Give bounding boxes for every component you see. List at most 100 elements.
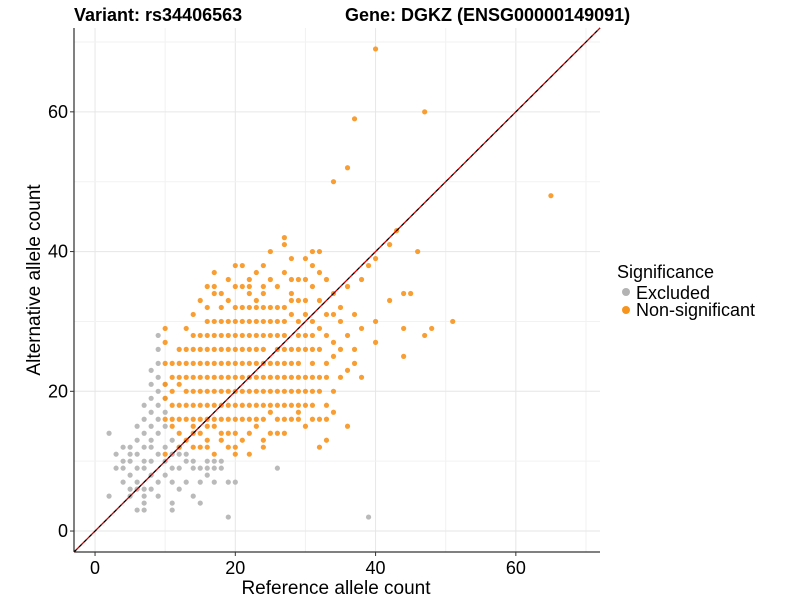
point-non-significant bbox=[260, 318, 266, 325]
point-non-significant bbox=[295, 416, 302, 422]
point-non-significant bbox=[197, 374, 203, 380]
point-excluded bbox=[141, 444, 147, 450]
point-non-significant bbox=[344, 367, 351, 373]
point-non-significant bbox=[295, 318, 302, 325]
point-non-significant bbox=[316, 444, 323, 450]
point-non-significant bbox=[323, 416, 330, 422]
point-excluded bbox=[155, 360, 161, 366]
point-non-significant bbox=[267, 248, 273, 255]
point-excluded bbox=[120, 444, 126, 450]
point-non-significant bbox=[183, 388, 189, 394]
point-non-significant bbox=[323, 360, 330, 366]
x-tick-label: 40 bbox=[366, 558, 386, 578]
point-non-significant bbox=[422, 109, 428, 115]
point-non-significant bbox=[218, 437, 224, 443]
point-non-significant bbox=[422, 332, 428, 339]
point-non-significant bbox=[274, 332, 280, 339]
point-non-significant bbox=[197, 430, 203, 436]
point-non-significant bbox=[176, 381, 182, 387]
point-non-significant bbox=[309, 318, 316, 325]
point-non-significant bbox=[246, 430, 252, 436]
point-non-significant bbox=[365, 262, 372, 269]
point-non-significant bbox=[281, 374, 287, 380]
point-non-significant bbox=[337, 374, 344, 380]
point-non-significant bbox=[211, 360, 217, 366]
point-non-significant bbox=[176, 416, 182, 422]
point-non-significant bbox=[253, 297, 259, 304]
point-excluded bbox=[141, 493, 147, 499]
point-excluded bbox=[155, 388, 161, 394]
point-non-significant bbox=[309, 374, 316, 380]
point-non-significant bbox=[218, 374, 224, 380]
point-non-significant bbox=[288, 402, 295, 408]
point-non-significant bbox=[225, 332, 231, 339]
point-non-significant bbox=[288, 388, 295, 394]
point-excluded bbox=[155, 346, 161, 352]
point-non-significant bbox=[253, 374, 259, 380]
point-non-significant bbox=[267, 318, 273, 325]
point-non-significant bbox=[267, 332, 273, 339]
point-non-significant bbox=[274, 304, 280, 311]
point-non-significant bbox=[232, 318, 238, 325]
point-non-significant bbox=[239, 416, 245, 422]
point-non-significant bbox=[218, 318, 224, 325]
legend-nonsignificant-swatch bbox=[622, 306, 630, 314]
point-non-significant bbox=[260, 283, 266, 290]
point-non-significant bbox=[225, 416, 231, 422]
point-non-significant bbox=[239, 360, 245, 366]
point-excluded bbox=[190, 465, 196, 471]
point-non-significant bbox=[260, 416, 266, 422]
point-non-significant bbox=[253, 416, 259, 422]
point-non-significant bbox=[302, 255, 309, 262]
point-non-significant bbox=[281, 430, 287, 436]
point-non-significant bbox=[239, 318, 245, 325]
point-non-significant bbox=[197, 297, 203, 304]
point-excluded bbox=[148, 367, 154, 373]
point-non-significant bbox=[239, 374, 245, 380]
point-non-significant bbox=[218, 388, 224, 394]
point-excluded bbox=[232, 479, 238, 485]
point-non-significant bbox=[401, 353, 407, 359]
point-non-significant bbox=[246, 283, 252, 290]
point-non-significant bbox=[330, 179, 337, 185]
point-non-significant bbox=[309, 346, 316, 352]
point-non-significant bbox=[267, 402, 273, 408]
point-non-significant bbox=[162, 451, 168, 457]
point-non-significant bbox=[232, 430, 238, 436]
point-non-significant bbox=[239, 283, 245, 290]
point-non-significant bbox=[204, 304, 210, 311]
point-non-significant bbox=[281, 304, 287, 311]
point-non-significant bbox=[344, 165, 351, 171]
point-non-significant bbox=[246, 276, 252, 283]
x-axis-title: Reference allele count bbox=[241, 578, 431, 599]
point-excluded bbox=[162, 444, 168, 450]
point-non-significant bbox=[351, 311, 358, 318]
point-non-significant bbox=[260, 437, 266, 443]
point-non-significant bbox=[183, 402, 189, 408]
point-non-significant bbox=[197, 346, 203, 352]
point-non-significant bbox=[176, 402, 182, 408]
point-non-significant bbox=[316, 374, 323, 380]
point-excluded bbox=[127, 486, 133, 492]
point-non-significant bbox=[232, 346, 238, 352]
point-excluded bbox=[148, 458, 154, 464]
point-non-significant bbox=[162, 339, 168, 345]
point-non-significant bbox=[211, 388, 217, 394]
point-excluded bbox=[134, 437, 140, 443]
point-non-significant bbox=[225, 388, 231, 394]
point-non-significant bbox=[246, 416, 252, 422]
point-non-significant bbox=[267, 276, 273, 283]
point-non-significant bbox=[232, 304, 238, 311]
point-excluded bbox=[155, 479, 161, 485]
point-excluded bbox=[148, 423, 154, 429]
point-non-significant bbox=[211, 346, 217, 352]
point-excluded bbox=[134, 423, 140, 429]
point-excluded bbox=[127, 451, 133, 457]
point-non-significant bbox=[218, 304, 224, 311]
point-non-significant bbox=[197, 416, 203, 422]
point-non-significant bbox=[344, 332, 351, 339]
point-excluded bbox=[141, 500, 147, 506]
point-non-significant bbox=[232, 360, 238, 366]
point-non-significant bbox=[267, 430, 273, 436]
